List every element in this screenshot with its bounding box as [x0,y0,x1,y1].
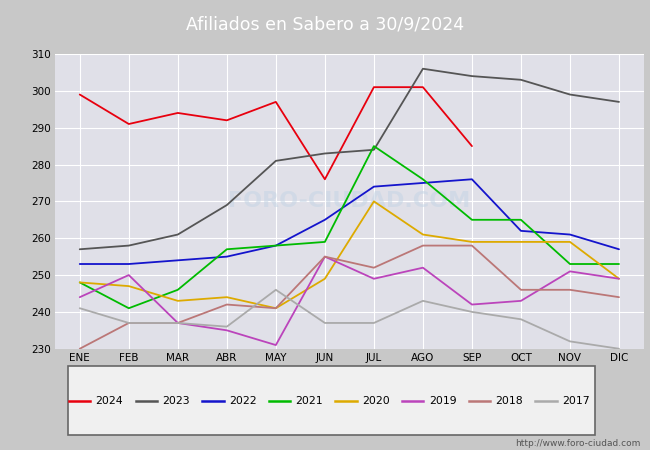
Text: 2020: 2020 [362,396,390,405]
FancyBboxPatch shape [68,366,595,435]
Text: FORO-CIUDAD.COM: FORO-CIUDAD.COM [228,191,471,212]
Text: 2017: 2017 [562,396,590,405]
Text: 2021: 2021 [296,396,323,405]
Text: 2024: 2024 [96,396,124,405]
Text: 2022: 2022 [229,396,257,405]
Text: Afiliados en Sabero a 30/9/2024: Afiliados en Sabero a 30/9/2024 [186,16,464,34]
Text: 2023: 2023 [162,396,190,405]
Text: 2019: 2019 [429,396,456,405]
Text: http://www.foro-ciudad.com: http://www.foro-ciudad.com [515,439,640,448]
Text: 2018: 2018 [495,396,523,405]
